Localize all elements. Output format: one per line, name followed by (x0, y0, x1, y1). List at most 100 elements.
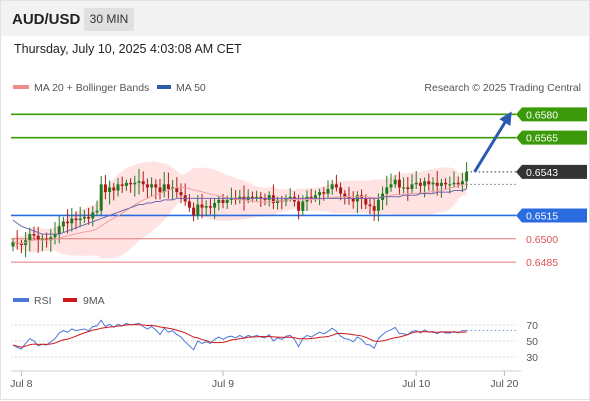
candle-body (418, 182, 422, 186)
candle-body (347, 196, 351, 199)
candle-body (465, 171, 469, 182)
candle-body (229, 198, 233, 200)
candle-body (61, 221, 65, 227)
candle-body (116, 184, 120, 191)
x-label-0: Jul 8 (10, 378, 32, 390)
moving-averages (12, 183, 467, 244)
candle-body (28, 234, 32, 241)
candle-body (301, 201, 305, 211)
x-axis: Jul 8 Jul 9 Jul 10 Jul 20 (10, 371, 519, 390)
candle-body (389, 184, 393, 188)
candle-body (452, 182, 456, 185)
candle-body (32, 234, 36, 236)
candles (11, 162, 469, 258)
candle-body (11, 241, 15, 247)
candle-body (276, 199, 280, 203)
bollinger-band (13, 161, 467, 259)
rsi-legend-label: RSI (34, 295, 52, 307)
candle-body (448, 184, 452, 186)
rsi-tick-50: 50 (526, 336, 538, 348)
level-tag-0.6500: 0.6500 (526, 234, 558, 246)
candle-body (410, 184, 414, 189)
candle-body (108, 187, 112, 193)
arrow-shaft (473, 116, 510, 173)
level-tags: 0.6580 0.6565 0.6543 0.6515 0.6500 0.6485 (516, 107, 587, 269)
candle-body (351, 198, 355, 202)
candle-body (221, 199, 225, 203)
level-tag-bg-0.6515 (516, 208, 587, 223)
candle-body (171, 187, 175, 189)
forecast-arrow (473, 111, 512, 173)
candle-body (187, 201, 191, 208)
watermark: Research © 2025 Trading Central (424, 82, 581, 94)
candle-body (339, 187, 343, 194)
candle-body (271, 195, 275, 203)
candle-body (87, 217, 91, 219)
candle-body (263, 198, 267, 200)
candle-body (364, 198, 368, 205)
candle-body (368, 204, 372, 207)
candle-body (36, 235, 40, 241)
candle-body (95, 210, 99, 213)
rsi-tick-30: 30 (526, 352, 538, 364)
candle-body (423, 181, 427, 186)
candle-body (267, 195, 271, 200)
candle-body (91, 212, 95, 219)
candle-body (402, 187, 406, 189)
ma50-legend-swatch (157, 85, 171, 89)
x-label-2: Jul 10 (402, 378, 430, 390)
symbol-label: AUD/USD (12, 11, 81, 28)
candle-body (330, 184, 334, 189)
candle-body (334, 184, 338, 188)
candle-body (406, 187, 410, 189)
candle-body (397, 179, 401, 188)
rsi-legend-swatch (13, 298, 29, 302)
candle-body (309, 196, 313, 199)
candle-body (196, 204, 200, 216)
candle-body (259, 196, 263, 199)
candle-body (133, 182, 137, 185)
level-lines (11, 113, 516, 263)
candle-body (217, 199, 221, 203)
candle-body (393, 179, 397, 185)
level-tag-bg-0.6543 (516, 164, 587, 179)
rsi-ma-line (12, 324, 467, 348)
candle-body (57, 226, 61, 235)
level-tag-0.6485: 0.6485 (526, 257, 558, 269)
candle-body (70, 218, 74, 224)
candle-body (99, 184, 103, 211)
candle-body (82, 217, 86, 219)
candle-body (53, 234, 57, 238)
candle-body (192, 207, 196, 216)
candle-body (49, 237, 53, 241)
candle-body (326, 189, 330, 194)
bollinger-band-fill (13, 161, 467, 259)
candle-body (162, 184, 166, 193)
candle-body (166, 184, 170, 189)
timeframe-button[interactable]: 30 MIN (84, 8, 134, 31)
rsi-ma-legend-label: 9MA (83, 295, 105, 307)
candle-body (78, 218, 82, 221)
rsi-panel: 70 50 30 (11, 319, 538, 364)
candle-body (103, 184, 107, 193)
candle-body (204, 206, 208, 208)
candle-body (19, 243, 23, 245)
candle-body (208, 206, 212, 208)
candle-body (150, 184, 154, 188)
candle-body (456, 182, 460, 185)
candle-body (435, 182, 439, 186)
x-label-1: Jul 9 (212, 378, 234, 390)
ma20-line (12, 183, 467, 244)
candle-body (255, 196, 259, 199)
candle-body (431, 182, 435, 185)
candle-body (129, 182, 133, 185)
ma20-legend-label: MA 20 + Bollinger Bands (34, 82, 149, 94)
rsi-tick-70: 70 (526, 320, 538, 332)
candle-body (313, 195, 317, 199)
candle-body (225, 199, 229, 203)
candle-body (288, 196, 292, 199)
candle-body (74, 218, 78, 221)
candle-body (427, 181, 431, 185)
rsi-ma-legend-swatch (63, 298, 77, 302)
